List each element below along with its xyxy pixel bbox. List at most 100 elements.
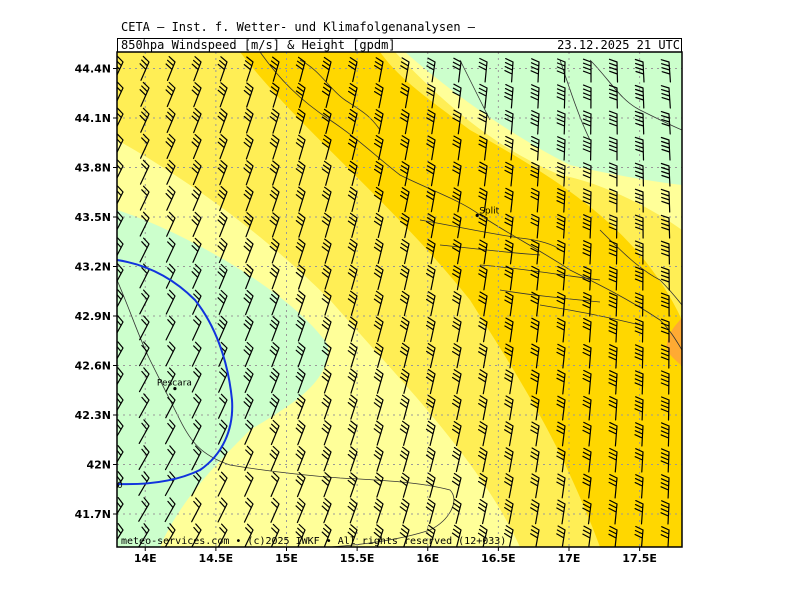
wind-barb [504,265,514,291]
wind-barb [243,212,254,238]
wind-barb [504,187,514,213]
wind-barb [452,161,462,187]
wind-barb [634,318,644,343]
wind-barb [117,263,124,283]
field-title: 850hpa Windspeed [m/s] & Height [gpdm] [121,38,396,52]
wind-barb [660,240,670,265]
lat-tick-label: 44.1N [75,112,111,125]
wind-barb [374,83,384,109]
wind-barb [556,84,566,109]
wind-barb [165,185,176,211]
wind-barb [478,291,488,317]
lon-tick-label: 17E [558,552,581,565]
wind-barb [478,447,488,473]
wind-barb [347,472,358,498]
wind-barb [660,214,671,239]
wind-barb [138,367,150,393]
wind-barb [321,56,332,82]
wind-barb [530,395,540,421]
wind-barb [321,342,332,368]
wind-barb [165,315,176,341]
wind-barb [582,344,592,369]
lon-tick-label: 15E [275,552,298,565]
wind-barb [117,107,124,128]
wind-barb [321,394,332,420]
wind-barb [347,160,358,186]
institute-title: CETA — Inst. f. Wetter- und Klimafolgena… [121,20,476,34]
wind-barb [504,499,514,525]
wind-barb [191,108,202,134]
wind-barb [556,473,566,499]
wind-barb [269,56,280,82]
wind-barb [191,185,202,211]
wind-barb [295,160,306,186]
wind-barb [347,212,358,238]
wind-barb [426,57,436,83]
wind-barb [634,525,644,547]
wind-barb [373,446,384,472]
wind-barb [321,212,332,238]
wind-barb [530,291,540,317]
split-marker [475,213,479,217]
wind-barb [634,474,644,499]
wind-barb [426,317,436,343]
wind-barb [270,497,280,523]
wind-barb [477,524,488,547]
wind-barb [582,84,592,109]
wind-barb [373,394,384,420]
wind-barb [165,419,176,445]
wind-barb [269,394,280,420]
wind-barb [425,472,436,498]
wind-barb [295,394,306,420]
wind-barb [582,447,592,473]
wind-barb [164,497,176,523]
wind-barb [217,497,228,523]
wind-barb [347,498,358,524]
wind-barb [270,471,280,497]
latitude-labels: 44.4N 44.1N 43.8N 43.5N 43.2N 42.9N 42.6N 42.3N… [75,63,111,522]
wind-barb [660,292,670,317]
wind-barb [295,290,306,316]
place-label-split: Split [479,206,499,216]
lon-tick-label: 14E [134,552,157,565]
wind-barb [269,316,280,342]
wind-barb [117,55,124,77]
wind-barb [504,213,514,239]
wind-barb [425,524,436,547]
map-frame [116,51,683,548]
wind-barb [191,471,202,497]
wind-barb [634,500,644,525]
wind-barb [191,393,202,419]
wind-barb [165,237,176,263]
wind-barb [582,266,592,291]
wind-barb [139,55,150,81]
wind-barb [582,421,592,447]
wind-barb [478,473,488,499]
wind-barb [347,394,358,420]
wind-barb [582,525,592,547]
wind-barb [269,238,280,264]
wind-barb [608,188,618,213]
wind-barb [399,368,410,394]
wind-barb [166,211,176,237]
wind-barb [244,445,254,471]
wind-barb [117,185,124,206]
wind-barb [269,108,280,134]
wind-barb [218,393,228,419]
wind-barb [478,421,488,447]
wind-barb [117,341,124,360]
wind-barb [269,445,280,471]
wind-barb [269,212,280,238]
wind-barb [660,318,670,343]
wind-barb [321,160,332,186]
wind-barb [504,525,514,547]
wind-barb [191,523,202,547]
wind-barb [321,420,332,446]
wind-barb [373,290,384,316]
wind-barb [347,420,358,446]
wind-barb [452,57,462,83]
wind-barb [425,368,436,395]
wind-barb [504,58,514,83]
wind-barb [608,162,618,187]
